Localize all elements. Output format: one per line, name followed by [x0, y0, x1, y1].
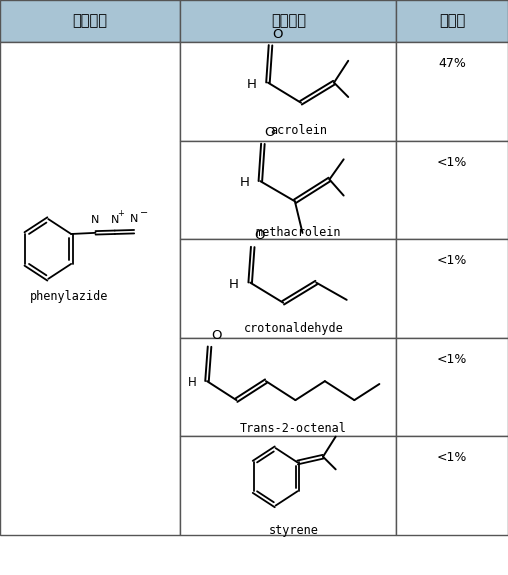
Text: <1%: <1%	[437, 156, 467, 168]
Text: 反应率: 反应率	[439, 13, 465, 29]
Text: H: H	[247, 78, 257, 91]
Text: H: H	[188, 376, 197, 389]
Text: crotonaldehyde: crotonaldehyde	[243, 322, 343, 335]
Text: acrolein: acrolein	[270, 124, 327, 137]
Text: −: −	[140, 208, 148, 218]
Bar	[0, 42, 180, 535]
Text: methacrolein: methacrolein	[256, 227, 341, 239]
Text: N: N	[130, 214, 138, 224]
Text: N: N	[111, 215, 119, 225]
Bar	[180, 239, 396, 338]
Text: O: O	[272, 28, 282, 41]
Text: <1%: <1%	[437, 353, 467, 366]
Text: H: H	[229, 278, 239, 291]
Bar	[180, 338, 396, 436]
Bar	[0, 0, 180, 42]
Text: Trans-2-octenal: Trans-2-octenal	[240, 422, 347, 435]
Bar	[396, 436, 508, 535]
Text: 47%: 47%	[438, 57, 466, 70]
Text: 待测目标: 待测目标	[271, 13, 306, 29]
Text: <1%: <1%	[437, 451, 467, 465]
Text: O: O	[264, 126, 275, 139]
Text: 检测试剂: 检测试剂	[73, 13, 108, 29]
Text: H: H	[239, 177, 249, 189]
Text: +: +	[117, 209, 124, 218]
Bar	[180, 140, 396, 239]
Bar	[180, 436, 396, 535]
Bar	[396, 140, 508, 239]
Bar	[180, 0, 396, 42]
Text: <1%: <1%	[437, 254, 467, 267]
Bar	[180, 42, 396, 140]
Bar	[396, 338, 508, 436]
Text: O: O	[211, 329, 221, 342]
Bar	[396, 239, 508, 338]
Bar	[396, 42, 508, 140]
Text: phenylazide: phenylazide	[29, 290, 108, 302]
Text: O: O	[254, 229, 265, 243]
Bar	[396, 0, 508, 42]
Text: N: N	[91, 216, 100, 225]
Text: styrene: styrene	[268, 524, 319, 537]
